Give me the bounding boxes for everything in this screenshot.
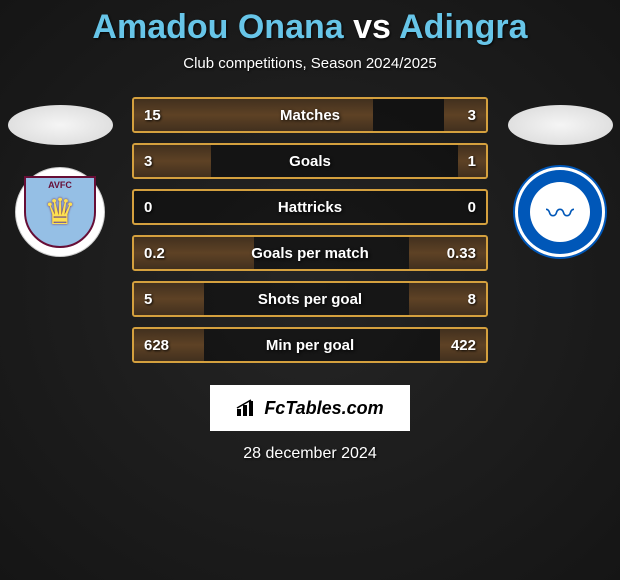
stat-row: 0Hattricks0 [132,189,488,225]
stat-value-right: 0 [426,199,486,216]
stat-label: Matches [194,107,426,124]
player1-name: Amadou Onana [92,8,343,46]
stat-label: Min per goal [194,337,426,354]
stat-label: Shots per goal [194,291,426,308]
lion-icon: ♛ [44,191,76,233]
brand-text: FcTables.com [264,398,383,419]
subtitle: Club competitions, Season 2024/2025 [0,55,620,72]
player2-name: Adingra [399,8,527,46]
stat-value-left: 3 [134,153,194,170]
stats-container: 15Matches33Goals10Hattricks00.2Goals per… [120,97,500,373]
right-side: 〰 [500,97,620,257]
date: 28 december 2024 [0,445,620,463]
header: Amadou Onana vs Adingra Club competition… [0,0,620,72]
left-side: AVFC ♛ [0,97,120,257]
title: Amadou Onana vs Adingra [0,8,620,47]
vs-text: vs [353,8,391,46]
avfc-text: AVFC [48,180,72,190]
stat-value-right: 3 [426,107,486,124]
stat-value-left: 0 [134,199,194,216]
player1-avatar [8,105,113,145]
stat-value-left: 628 [134,337,194,354]
stat-value-right: 8 [426,291,486,308]
stat-row: 3Goals1 [132,143,488,179]
stat-value-left: 0.2 [134,245,194,262]
brand-box: FcTables.com [210,385,410,431]
stat-value-left: 5 [134,291,194,308]
stat-value-right: 422 [426,337,486,354]
stat-value-right: 0.33 [426,245,486,262]
stat-value-left: 15 [134,107,194,124]
content: AVFC ♛ 15Matches33Goals10Hattricks00.2Go… [0,97,620,373]
seagull-icon: 〰 [546,192,574,232]
stat-label: Goals [194,153,426,170]
stat-row: 5Shots per goal8 [132,281,488,317]
stat-row: 15Matches3 [132,97,488,133]
player2-avatar [508,105,613,145]
club-badge-right: 〰 [515,167,605,257]
stat-value-right: 1 [426,153,486,170]
brand-chart-icon [236,399,258,417]
stat-row: 628Min per goal422 [132,327,488,363]
stat-label: Hattricks [194,199,426,216]
stat-row: 0.2Goals per match0.33 [132,235,488,271]
stat-label: Goals per match [194,245,426,262]
club-badge-left: AVFC ♛ [15,167,105,257]
